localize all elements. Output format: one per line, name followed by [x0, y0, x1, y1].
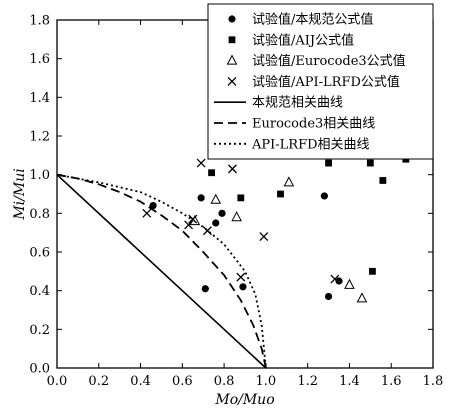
point-square: [277, 190, 284, 198]
legend-label: 试验值/AIJ公式值: [252, 32, 354, 48]
point-layer: [142, 151, 410, 303]
point-x: [188, 214, 198, 224]
point-x: [259, 232, 269, 241]
point-circle: [201, 285, 209, 293]
y-tick-label: 1.4: [29, 91, 50, 106]
legend-marker-x: [227, 76, 237, 86]
y-tick-label: 0.4: [29, 284, 50, 299]
point-circle: [320, 192, 328, 200]
legend-label: 本规范相关曲线: [252, 96, 343, 111]
point-x: [184, 220, 194, 230]
x-tick-label: 0.2: [88, 374, 109, 389]
x-tick-label: 1.4: [339, 374, 360, 389]
legend-label: Eurocode3相关曲线: [252, 117, 375, 132]
x-tick-label: 0.8: [214, 374, 235, 389]
y-tick-label: 1.6: [29, 52, 50, 67]
legend-label: 试验值/Eurocode3公式值: [252, 53, 406, 69]
x-tick-label: 0.4: [130, 374, 151, 389]
y-tick-label: 1.8: [29, 14, 50, 29]
point-x: [142, 208, 152, 218]
point-circle: [197, 194, 205, 202]
x-tick-label: 1.2: [297, 374, 318, 389]
point-circle: [212, 219, 220, 227]
point-square: [325, 159, 332, 167]
point-circle: [239, 283, 247, 291]
point-circle: [149, 202, 157, 210]
curve-solid: [56, 174, 267, 369]
point-square: [237, 194, 245, 202]
legend-marker-triangle: [226, 54, 238, 65]
point-square: [366, 159, 374, 167]
curve-dashed: [56, 173, 267, 369]
point-triangle: [283, 176, 295, 187]
point-x: [330, 274, 340, 284]
x-tick-label: 1.8: [423, 374, 444, 389]
point-triangle: [210, 193, 222, 204]
point-square: [379, 177, 387, 184]
point-x: [236, 272, 246, 282]
point-triangle: [356, 292, 368, 303]
point-circle: [335, 277, 343, 285]
legend-label: 试验值/本规范公式值: [252, 12, 373, 28]
point-x: [228, 164, 237, 174]
y-tick-label: 0.8: [29, 207, 50, 222]
point-square: [208, 169, 215, 177]
point-x: [196, 158, 206, 168]
y-tick-label: 0.2: [29, 323, 50, 338]
tick-layer: 0.0 0.2 0.4 0.6 0.8 1.0 1.2 1.4 1.6 1.8 0.0 0.2 0.4 0…: [29, 14, 443, 390]
y-tick-label: 1.0: [29, 168, 50, 183]
x-axis-title: Mo/Muo: [214, 392, 274, 408]
x-tick-label: 1.0: [256, 374, 277, 389]
legend-label: 试验值/API-LRFD公式值: [252, 74, 400, 90]
point-circle: [218, 209, 226, 217]
y-tick-label: 0.6: [29, 246, 50, 261]
y-axis-title: Mi/Mui: [12, 168, 28, 220]
x-tick-label: 0.0: [47, 374, 68, 389]
legend-marker-square: [228, 36, 236, 44]
y-tick-label: 0.0: [29, 362, 50, 377]
x-tick-label: 0.6: [172, 374, 193, 389]
point-triangle: [231, 211, 242, 222]
legend-box: [207, 3, 434, 160]
point-x: [202, 226, 212, 236]
legend-label: API-LRFD相关曲线: [251, 137, 370, 152]
y-tick-label: 1.2: [29, 130, 50, 145]
point-circle: [324, 292, 333, 301]
curve-dotted: [56, 173, 267, 369]
x-tick-label: 1.6: [381, 374, 402, 389]
point-triangle: [344, 278, 355, 289]
curve-layer: [56, 173, 267, 369]
legend-marker-circle: [228, 15, 236, 23]
point-square: [369, 267, 376, 275]
legend: 试验值/本规范公式值试验值/AIJ公式值试验值/Eurocode3公式值试验值/…: [207, 3, 434, 160]
